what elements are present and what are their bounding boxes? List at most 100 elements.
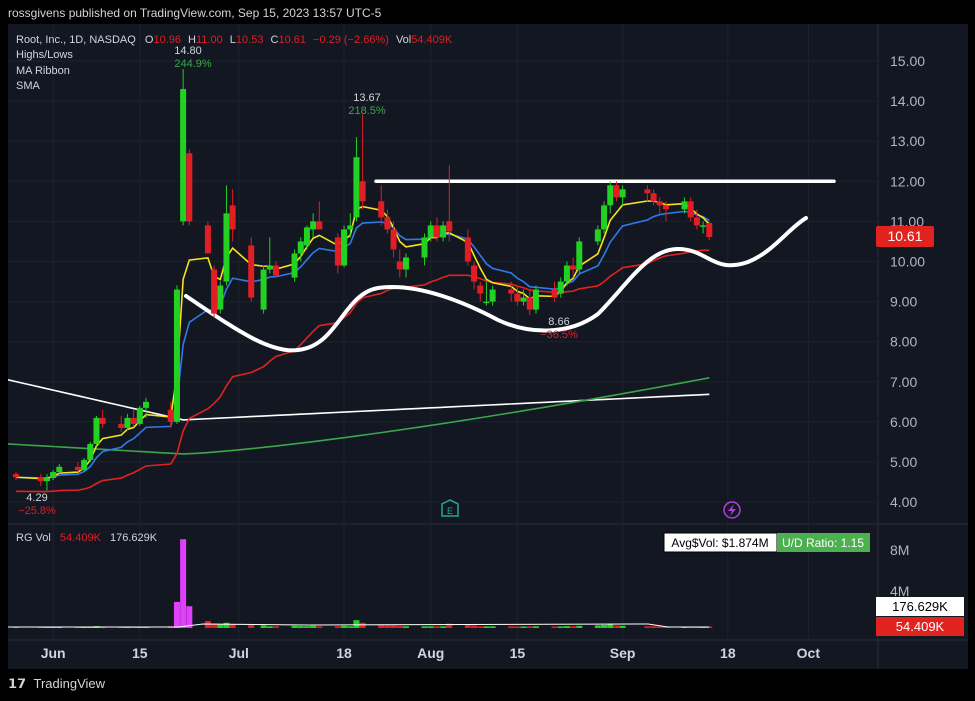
hand-drawn-annotations <box>184 179 836 353</box>
time-tick-label: 18 <box>720 645 736 661</box>
volume-bar <box>427 626 434 628</box>
footer-brand-text: TradingView <box>33 676 106 691</box>
candle-body <box>378 201 385 218</box>
candle-body <box>700 225 707 227</box>
price-tick-label: 5.00 <box>890 454 917 470</box>
candle-body <box>551 289 558 298</box>
low1-price-label: 4.29 <box>26 492 47 504</box>
volume-bar <box>390 625 397 628</box>
candle-body <box>124 417 131 428</box>
price-pane[interactable] <box>8 24 878 520</box>
volume-bar <box>248 624 255 628</box>
price-axis[interactable]: 15.00 14.00 13.00 12.00 11.00 10.00 9.00 8.00 7.… <box>890 53 925 510</box>
candle-body <box>173 289 180 422</box>
vol-legend: RG Vol 54.409K 176.629K <box>16 532 158 544</box>
ud-ratio-text: U/D Ratio: 1.15 <box>782 536 864 550</box>
time-tick-label: 18 <box>336 645 352 661</box>
chart-container[interactable]: 15.00 14.00 13.00 12.00 11.00 10.00 9.00 8.00 7.… <box>7 24 968 669</box>
lightning-icon[interactable] <box>723 501 741 519</box>
low2-pct-label: −36.5% <box>540 329 578 341</box>
time-tick-label: 15 <box>132 645 148 661</box>
candle-body <box>483 301 490 304</box>
candle-body <box>576 241 583 270</box>
volume-bar <box>378 624 385 628</box>
ud-ratio-box <box>777 533 870 552</box>
candle-body <box>50 472 57 479</box>
candle-body <box>619 189 626 198</box>
candle-body <box>341 229 348 266</box>
volume-bar <box>316 626 323 628</box>
time-axis[interactable]: Jun 15 Jul 18 Aug 15 Sep 18 Oct <box>41 645 821 661</box>
volume-bar <box>402 626 409 628</box>
volume-bar <box>477 626 484 628</box>
candle-body <box>706 223 713 238</box>
price-tick-label: 8.00 <box>890 334 917 350</box>
volume-bar <box>396 625 403 628</box>
vol-legend-value: 54.409K <box>60 532 102 544</box>
candle-body <box>316 221 323 230</box>
time-tick-label: Jun <box>41 645 66 661</box>
legend-high: 11.00 <box>196 34 223 46</box>
vol-axis-label-8m: 8M <box>890 542 909 558</box>
legend-vol-label: Vol <box>396 34 411 46</box>
price-tick-label: 4.00 <box>890 494 917 510</box>
volume-bar <box>211 623 218 628</box>
low2-price-label: 8.66 <box>548 316 569 328</box>
candle-body <box>297 241 304 254</box>
earnings-icon-letter: E <box>447 506 453 516</box>
candlesticks[interactable] <box>13 69 713 491</box>
publish-header: rossgivens published on TradingView.com,… <box>0 0 975 24</box>
candle-body <box>211 269 218 314</box>
publisher-text: rossgivens published on TradingView.com,… <box>8 6 382 20</box>
candle-body <box>477 285 484 294</box>
sma-green-line <box>7 377 710 455</box>
volume-bar <box>594 625 601 628</box>
high2-pct-label: 218.5% <box>348 105 386 117</box>
candle-body <box>662 205 669 210</box>
candle-body <box>136 407 143 424</box>
volume-avg-line <box>8 623 710 628</box>
volume-bar <box>266 626 273 628</box>
candle-body <box>180 89 187 222</box>
vol-legend-avg: 176.629K <box>110 532 158 544</box>
legend-line: Root, Inc., 1D, NASDAQ O10.96 H11.00 L10… <box>16 34 453 46</box>
volume-bar <box>353 620 360 628</box>
price-tick-label: 12.00 <box>890 173 925 189</box>
legend-close-label: C <box>271 34 279 46</box>
volume-bar <box>272 626 279 628</box>
volume-bar <box>180 539 187 628</box>
volume-bar <box>557 626 564 628</box>
vol-axis-label-4m: 4M <box>890 583 909 599</box>
candle-body <box>570 265 577 270</box>
volume-bar <box>384 625 391 628</box>
price-tick-label: 14.00 <box>890 93 925 109</box>
tradingview-logo-icon: 𝟭𝟳 <box>8 676 27 691</box>
price-tick-label: 15.00 <box>890 53 925 69</box>
candle-body <box>693 217 700 226</box>
candle-body <box>87 443 94 460</box>
volume-bar <box>446 623 453 628</box>
footer-brand: 𝟭𝟳 TradingView <box>8 676 105 692</box>
volume-bar <box>613 625 620 628</box>
volume-bar <box>186 606 193 628</box>
legend-indicator-highs-lows[interactable]: Highs/Lows <box>16 49 73 61</box>
candle-body <box>266 265 273 270</box>
candle-body <box>471 265 478 282</box>
high1-price-label: 14.80 <box>174 45 202 57</box>
low1-pct-label: −25.8% <box>18 505 56 517</box>
volume-bar <box>359 622 366 628</box>
volume-bar <box>217 624 224 628</box>
legend-indicator-ma-ribbon[interactable]: MA Ribbon <box>16 65 70 77</box>
earnings-icon[interactable]: E <box>441 499 459 517</box>
legend-open-label: O <box>145 34 154 46</box>
candle-body <box>99 417 106 424</box>
high2-price-label: 13.67 <box>353 92 381 104</box>
chart-svg[interactable]: 15.00 14.00 13.00 12.00 11.00 10.00 9.00 8.00 7.… <box>7 24 968 669</box>
legend-indicator-sma[interactable]: SMA <box>16 80 41 92</box>
candle-body <box>43 478 50 482</box>
legend-open: 10.96 <box>153 34 181 46</box>
volume-bars[interactable] <box>8 539 713 628</box>
legend-change: −0.29 (−2.66%) <box>313 34 389 46</box>
price-tick-label: 11.00 <box>890 213 924 229</box>
grid <box>8 24 878 640</box>
